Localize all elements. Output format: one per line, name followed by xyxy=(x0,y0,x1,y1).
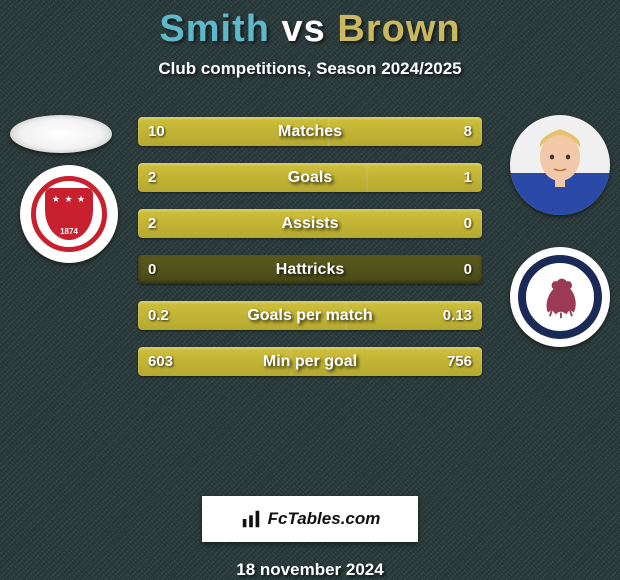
stat-value-right: 0 xyxy=(454,215,482,232)
stat-value-right: 0 xyxy=(454,261,482,278)
player2-avatar xyxy=(510,115,610,215)
stat-label: Hattricks xyxy=(276,261,344,279)
player1-avatar xyxy=(10,115,112,153)
stat-bar: 2 Assists 0 xyxy=(138,209,482,238)
stat-value-left: 10 xyxy=(138,123,175,140)
stat-value-left: 2 xyxy=(138,215,166,232)
player2-portrait-icon xyxy=(510,115,610,215)
stat-value-right: 8 xyxy=(454,123,482,140)
title-vs: vs xyxy=(282,8,326,50)
watermark-chart-icon xyxy=(240,508,262,530)
player1-club-badge: ★ ★ ★ 1874 xyxy=(20,165,118,263)
subtitle: Club competitions, Season 2024/2025 xyxy=(158,59,461,79)
stat-bar: 0.2 Goals per match 0.13 xyxy=(138,301,482,330)
stat-value-left: 0 xyxy=(138,261,166,278)
page-title: Smith vs Brown xyxy=(159,8,460,51)
stat-bar: 10 Matches 8 xyxy=(138,117,482,146)
watermark-label: FcTables.com xyxy=(268,509,381,529)
stat-bar: 0 Hattricks 0 xyxy=(138,255,482,284)
club1-year: 1874 xyxy=(60,227,78,236)
content-root: Smith vs Brown Club competitions, Season… xyxy=(0,0,620,580)
club2-lion-icon xyxy=(537,274,583,320)
bar-fill-left xyxy=(138,163,367,192)
stat-label: Goals xyxy=(288,169,332,187)
player2-club-badge xyxy=(510,247,610,347)
stat-label: Goals per match xyxy=(247,307,372,325)
watermark[interactable]: FcTables.com xyxy=(202,496,418,542)
stats-area: ★ ★ ★ 1874 xyxy=(0,107,620,492)
stat-value-right: 1 xyxy=(454,169,482,186)
title-player2: Brown xyxy=(337,8,460,50)
stat-bar: 2 Goals 1 xyxy=(138,163,482,192)
date-label: 18 november 2024 xyxy=(236,560,383,580)
stat-value-left: 0.2 xyxy=(138,307,179,324)
stat-bar: 603 Min per goal 756 xyxy=(138,347,482,376)
club2-ring xyxy=(518,255,602,339)
stat-bars: 10 Matches 8 2 Goals 1 2 Assists 0 0 Hattricks 0 0.2… xyxy=(138,117,482,376)
title-player1: Smith xyxy=(159,8,270,50)
stat-value-right: 0.13 xyxy=(433,307,482,324)
stat-label: Min per goal xyxy=(263,353,357,371)
stat-value-right: 756 xyxy=(437,353,482,370)
club1-stars-icon: ★ ★ ★ xyxy=(52,194,86,205)
stat-value-left: 2 xyxy=(138,169,166,186)
club1-ring: ★ ★ ★ 1874 xyxy=(31,176,107,252)
club1-shield: ★ ★ ★ 1874 xyxy=(45,188,93,240)
stat-label: Matches xyxy=(278,123,342,141)
stat-value-left: 603 xyxy=(138,353,183,370)
stat-label: Assists xyxy=(282,215,339,233)
